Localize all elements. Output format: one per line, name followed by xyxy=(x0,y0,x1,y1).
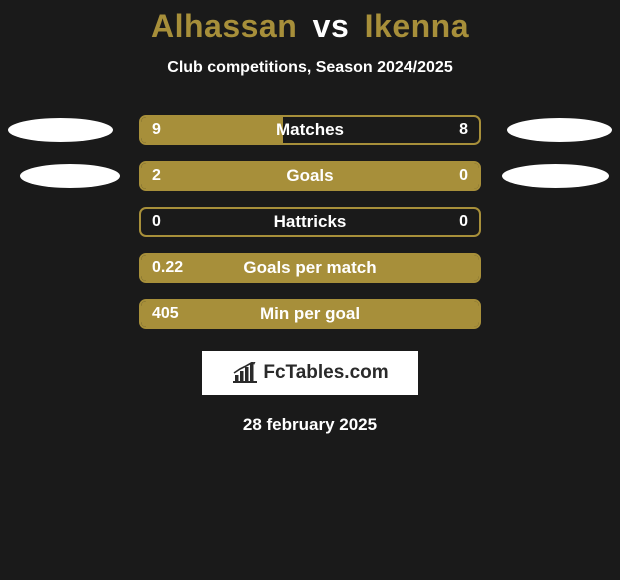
stat-value-right: 0 xyxy=(459,167,468,185)
stat-bar: 405 Min per goal xyxy=(139,299,481,329)
stat-label: Goals xyxy=(141,166,479,186)
ellipse-left xyxy=(8,118,113,142)
ellipse-right xyxy=(507,118,612,142)
vs-text: vs xyxy=(313,8,350,44)
stat-bar: 9 Matches 8 xyxy=(139,115,481,145)
subtitle: Club competitions, Season 2024/2025 xyxy=(0,59,620,77)
stat-label: Min per goal xyxy=(141,304,479,324)
stat-value-right: 8 xyxy=(459,121,468,139)
player2-name: Ikenna xyxy=(365,8,469,44)
logo-box[interactable]: FcTables.com xyxy=(202,351,418,395)
stat-bar: 2 Goals 0 xyxy=(139,161,481,191)
stat-value-right: 0 xyxy=(459,213,468,231)
stat-row-goals: 2 Goals 0 xyxy=(0,161,620,191)
stat-row-matches: 9 Matches 8 xyxy=(0,115,620,145)
ellipse-left xyxy=(20,164,120,188)
stats-rows: 9 Matches 8 2 Goals 0 0 Hat xyxy=(0,115,620,329)
chart-icon xyxy=(231,362,259,384)
stat-row-goals-per-match: 0.22 Goals per match xyxy=(0,253,620,283)
stat-bar: 0 Hattricks 0 xyxy=(139,207,481,237)
stat-label: Goals per match xyxy=(141,258,479,278)
title: Alhassan vs Ikenna xyxy=(0,8,620,45)
stat-label: Matches xyxy=(141,120,479,140)
player1-name: Alhassan xyxy=(151,8,297,44)
stat-label: Hattricks xyxy=(141,212,479,232)
stat-row-hattricks: 0 Hattricks 0 xyxy=(0,207,620,237)
logo-text: FcTables.com xyxy=(263,362,388,384)
stat-row-min-per-goal: 405 Min per goal xyxy=(0,299,620,329)
stat-bar: 0.22 Goals per match xyxy=(139,253,481,283)
date-text: 28 february 2025 xyxy=(0,415,620,435)
comparison-card: Alhassan vs Ikenna Club competitions, Se… xyxy=(0,0,620,435)
ellipse-right xyxy=(502,164,609,188)
